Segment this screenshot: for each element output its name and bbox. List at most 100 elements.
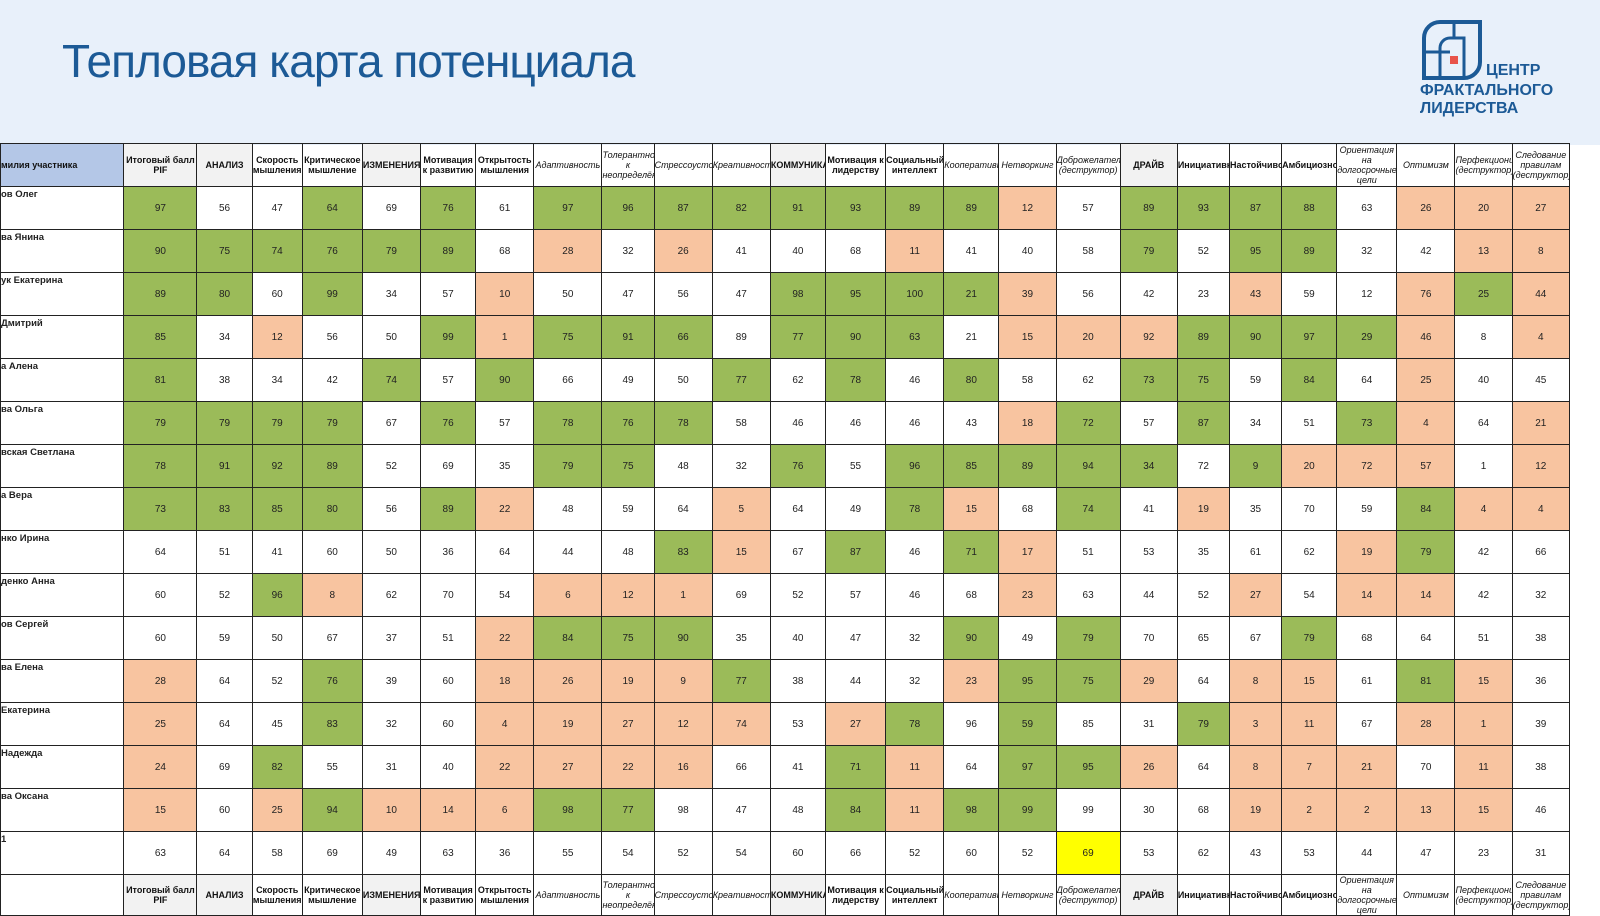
score-cell: 26	[1396, 186, 1456, 230]
score-cell: 64	[1176, 659, 1230, 703]
score-cell: 12	[1336, 272, 1398, 316]
column-header: Перфекционизм (деструктор)	[1454, 143, 1513, 187]
score-cell: 23	[1176, 272, 1230, 316]
column-header: Открытость мышления	[475, 143, 535, 187]
score-cell: 59	[1228, 358, 1283, 402]
participant-name: а Алена	[0, 358, 125, 402]
score-cell: 52	[1176, 573, 1230, 617]
footer-column-header: Ориентация на долгосрочные цели	[1336, 874, 1398, 916]
score-cell: 81	[123, 358, 198, 402]
score-cell: 73	[1336, 401, 1398, 445]
score-cell: 75	[1055, 659, 1121, 703]
score-cell: 76	[420, 401, 477, 445]
score-cell: 25	[1454, 272, 1513, 316]
footer-column-header: Перфекционизм (деструктор)	[1454, 874, 1513, 916]
score-cell: 74	[711, 702, 771, 746]
score-cell: 85	[1055, 702, 1121, 746]
column-header: Оптимизм	[1396, 143, 1456, 187]
score-cell: 9	[653, 659, 713, 703]
score-cell: 55	[824, 444, 887, 488]
score-cell: 70	[1281, 487, 1338, 531]
column-header: Ориентация на долгосрочные цели	[1336, 143, 1398, 187]
score-cell: 47	[824, 616, 887, 660]
score-cell: 27	[1228, 573, 1283, 617]
score-cell: 83	[301, 702, 363, 746]
score-cell: 12	[251, 315, 303, 359]
score-cell: 57	[1396, 444, 1456, 488]
score-cell: 68	[943, 573, 1000, 617]
score-cell: 49	[824, 487, 887, 531]
score-cell: 28	[1396, 702, 1456, 746]
score-cell: 76	[601, 401, 655, 445]
score-cell: 89	[1281, 229, 1338, 273]
score-cell: 75	[601, 616, 655, 660]
score-cell: 27	[824, 702, 887, 746]
score-cell: 40	[998, 229, 1057, 273]
score-cell: 64	[196, 659, 253, 703]
score-cell: 49	[998, 616, 1057, 660]
score-cell: 32	[1336, 229, 1398, 273]
score-cell: 51	[1055, 530, 1121, 574]
score-cell: 52	[251, 659, 303, 703]
score-cell: 12	[1511, 444, 1571, 488]
footer-column-header: Нетворкинг	[998, 874, 1057, 916]
score-cell: 54	[711, 831, 771, 875]
score-cell: 60	[301, 530, 363, 574]
score-cell: 69	[420, 444, 477, 488]
participant-name: Надежда	[0, 745, 125, 789]
participant-name: ов Олег	[0, 186, 125, 230]
column-header: Скорость мышления	[251, 143, 303, 187]
score-cell: 77	[711, 659, 771, 703]
score-cell: 53	[1119, 831, 1178, 875]
score-cell: 42	[1454, 573, 1513, 617]
score-cell: 26	[533, 659, 603, 703]
score-cell: 46	[885, 530, 945, 574]
score-cell: 62	[1281, 530, 1338, 574]
score-cell: 96	[251, 573, 303, 617]
participant-row: ва Ольга 79 79 79 79 67 76 57 78 76 78 58 46 46 46 43 18…	[0, 401, 1571, 445]
score-cell: 47	[711, 272, 771, 316]
footer-column-header: Стрессоустойчивость	[653, 874, 713, 916]
score-cell: 63	[1336, 186, 1398, 230]
score-cell: 43	[943, 401, 1000, 445]
score-cell: 12	[998, 186, 1057, 230]
participant-name: нко Ирина	[0, 530, 125, 574]
score-cell: 68	[1336, 616, 1398, 660]
score-cell: 62	[769, 358, 826, 402]
footer-column-header: Амбициозность	[1281, 874, 1338, 916]
score-cell: 32	[1511, 573, 1571, 617]
participant-row: 1 63 64 58 69 49 63 36 55 54 52 54 60 66 52 60 52 69 53 62 4…	[0, 831, 1571, 875]
score-cell: 73	[123, 487, 198, 531]
score-cell: 35	[1228, 487, 1283, 531]
score-cell: 76	[301, 229, 363, 273]
score-cell: 34	[1119, 444, 1178, 488]
score-cell: 51	[1454, 616, 1513, 660]
score-cell: 60	[123, 573, 198, 617]
score-cell: 67	[301, 616, 363, 660]
score-cell: 61	[1228, 530, 1283, 574]
score-cell: 91	[196, 444, 253, 488]
score-cell: 50	[251, 616, 303, 660]
score-cell: 69	[361, 186, 422, 230]
score-cell: 63	[885, 315, 945, 359]
score-cell: 80	[301, 487, 363, 531]
score-cell: 49	[601, 358, 655, 402]
score-cell: 13	[1396, 788, 1456, 832]
score-cell: 1	[475, 315, 535, 359]
score-cell: 15	[1454, 788, 1513, 832]
score-cell: 51	[420, 616, 477, 660]
score-cell: 54	[601, 831, 655, 875]
score-cell: 78	[123, 444, 198, 488]
column-header: АНАЛИЗ	[196, 143, 253, 187]
score-cell: 15	[711, 530, 771, 574]
score-cell: 40	[420, 745, 477, 789]
score-cell: 52	[361, 444, 422, 488]
score-cell: 14	[1336, 573, 1398, 617]
score-cell: 69	[301, 831, 363, 875]
participant-row: Надежда 24 69 82 55 31 40 22 27 22 16 66 41 71 11 64 97 9…	[0, 745, 1571, 789]
score-cell: 78	[885, 702, 945, 746]
score-cell: 74	[1055, 487, 1121, 531]
footer-column-header: Настойчивость	[1228, 874, 1283, 916]
score-cell: 75	[601, 444, 655, 488]
participant-row: вская Светлана 78 91 92 89 52 69 35 79 75 48 32 76 55…	[0, 444, 1571, 488]
